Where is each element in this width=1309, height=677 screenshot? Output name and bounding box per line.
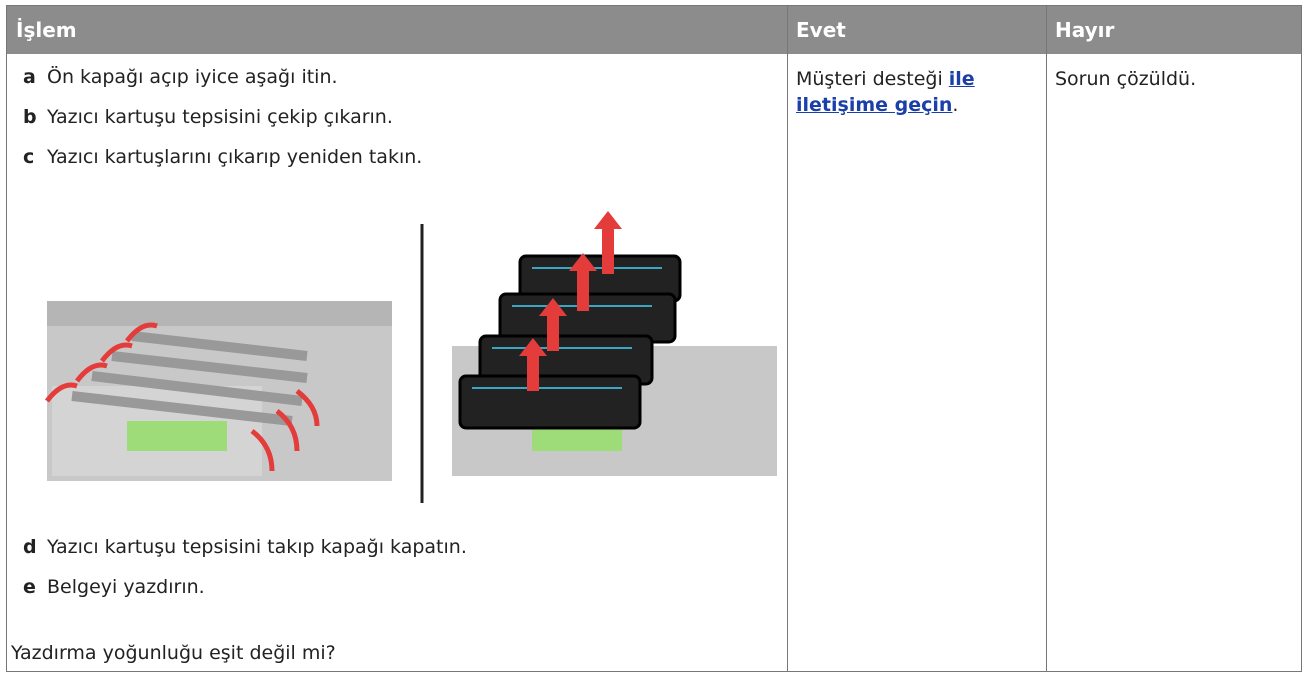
header-cell: Evet <box>787 6 1046 54</box>
step-letter: c <box>23 146 35 168</box>
yes-text: Müşteri desteği <box>796 68 943 90</box>
column-divider <box>787 6 788 671</box>
step-letter: a <box>23 66 36 88</box>
step: c Yazıcı kartuşlarını çıkarıp yeniden tak… <box>23 146 422 168</box>
yes-cell: Müşteri desteği ile iletişime geçin. <box>796 66 1011 118</box>
contact-link[interactable]: ile iletişime geçin <box>796 68 975 116</box>
step-letter: b <box>23 106 37 128</box>
step: d Yazıcı kartuşu tepsisini takıp kapağı k… <box>23 536 467 558</box>
step: b Yazıcı kartuşu tepsisini çekip çıkarın. <box>23 106 393 128</box>
printer-right <box>452 211 777 476</box>
step-text: Ön kapağı açıp iyice aşağı itin. <box>47 66 338 88</box>
step-text: Yazıcı kartuşlarını çıkarıp yeniden takı… <box>47 146 423 168</box>
step-letter: e <box>23 576 36 598</box>
step-letter: d <box>23 536 37 558</box>
column-divider <box>1046 6 1047 671</box>
header-cell: İşlem <box>7 6 787 54</box>
question: Yazdırma yoğunluğu eşit değil mi? <box>11 642 336 664</box>
step-text: Yazıcı kartuşu tepsisini takıp kapağı ka… <box>47 536 467 558</box>
header-cell: Hayır <box>1046 6 1301 54</box>
step: a Ön kapağı açıp iyice aşağı itin. <box>23 66 338 88</box>
step: e Belgeyi yazdırın. <box>23 576 205 598</box>
illustration <box>45 211 777 503</box>
no-cell: Sorun çözüldü. <box>1055 68 1197 90</box>
printer-left <box>45 301 392 481</box>
yes-end: . <box>952 94 959 116</box>
step-text: Belgeyi yazdırın. <box>47 576 205 598</box>
step-text: Yazıcı kartuşu tepsisini çekip çıkarın. <box>47 106 393 128</box>
table: İşlem Evet Hayır a Ön kapağı açıp iyice a… <box>6 5 1302 672</box>
